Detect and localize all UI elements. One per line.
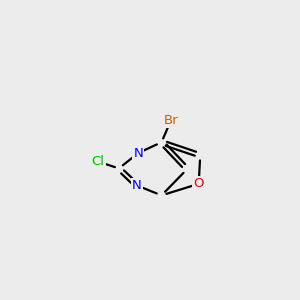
- Text: Br: Br: [164, 114, 178, 127]
- Text: N: N: [134, 146, 143, 160]
- Text: Cl: Cl: [92, 155, 104, 168]
- Text: N: N: [132, 179, 142, 192]
- Text: O: O: [194, 177, 204, 190]
